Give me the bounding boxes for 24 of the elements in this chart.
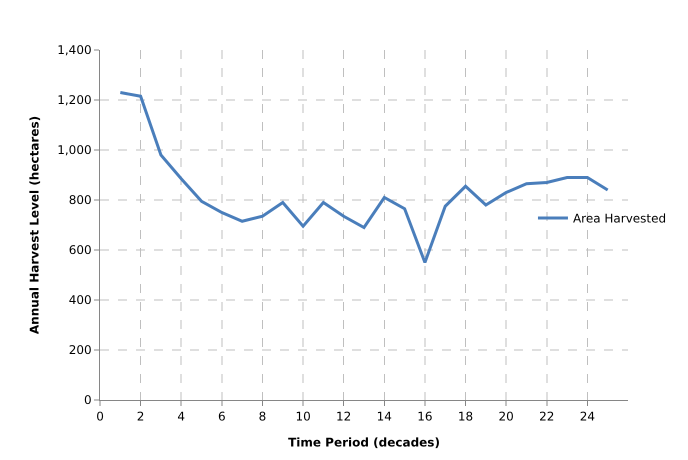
y-tick-label: 1,400 [57, 43, 92, 58]
x-tick-label: 24 [580, 409, 596, 424]
x-tick-label: 16 [417, 409, 433, 424]
x-tick-label: 8 [258, 409, 266, 424]
y-tick-label: 0 [84, 393, 92, 408]
x-tick-label: 4 [177, 409, 186, 424]
y-tick-label: 200 [68, 343, 92, 358]
y-tick-label: 800 [68, 193, 92, 208]
y-axis-title: Annual Harvest Level (hectares) [28, 116, 42, 334]
y-tick-label: 1,200 [57, 93, 92, 108]
x-tick-label: 0 [96, 409, 104, 424]
x-axis-title: Time Period (decades) [288, 435, 440, 450]
x-tick-label: 20 [498, 409, 514, 424]
legend-label: Area Harvested [572, 212, 666, 226]
y-tick-label: 1,000 [57, 143, 92, 158]
y-tick-label: 600 [68, 243, 92, 258]
x-tick-label: 22 [539, 409, 554, 424]
x-tick-label: 6 [218, 409, 226, 424]
x-tick-label: 10 [295, 409, 311, 424]
x-tick-label: 2 [136, 409, 144, 424]
x-tick-label: 12 [336, 409, 352, 424]
y-tick-label: 400 [68, 293, 92, 308]
x-tick-label: 18 [458, 409, 474, 424]
x-tick-label: 14 [376, 409, 392, 424]
